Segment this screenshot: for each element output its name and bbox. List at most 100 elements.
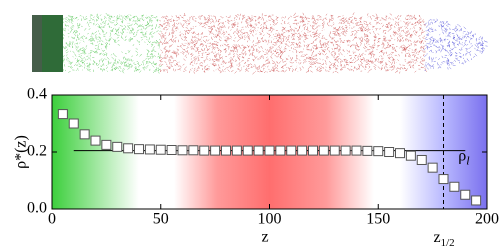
molecule [115,62,116,64]
molecule [113,29,114,30]
molecule [255,57,256,59]
molecule [281,47,282,48]
molecule [215,35,217,37]
molecule [181,25,183,27]
molecule [193,37,195,38]
molecule [303,49,304,50]
molecule [452,49,454,50]
molecule [377,61,379,63]
molecule [150,17,152,19]
molecule [139,71,141,73]
molecule [318,63,319,64]
molecule [399,64,401,66]
molecule [393,31,394,33]
molecule [149,25,150,27]
molecule [143,60,145,61]
molecule [71,62,72,63]
molecule [232,51,233,52]
molecule [169,68,170,69]
molecule [317,15,319,16]
molecule [291,37,292,38]
marker-sub: 1/2 [441,237,455,249]
molecule [147,25,148,26]
molecule [443,32,444,34]
molecule [255,66,256,67]
molecule [337,72,338,73]
molecule [120,67,122,69]
molecule [374,66,376,68]
molecule [401,67,403,69]
molecule [339,58,341,60]
molecule [418,35,420,36]
data-point [309,146,318,155]
molecule [438,50,439,51]
molecule [366,26,367,27]
molecule [180,45,181,46]
molecule [118,35,119,36]
molecule [320,19,321,20]
molecule [269,47,270,48]
molecule [244,15,245,17]
molecule [63,55,64,57]
molecule [373,27,375,28]
molecule [391,63,392,65]
molecule [394,26,395,28]
molecule [276,22,278,24]
molecule [353,13,354,15]
molecule [189,17,191,18]
molecule [354,57,355,59]
molecule [120,25,122,26]
molecule [71,29,72,31]
molecule [263,68,265,69]
molecule [194,72,195,74]
molecule [194,68,195,69]
molecule [274,22,276,24]
molecule [186,56,187,57]
molecule [111,54,112,55]
molecule [237,40,239,42]
molecule [268,69,269,70]
molecule [103,55,104,56]
molecule [102,27,104,28]
molecule [414,51,416,52]
molecule [477,45,478,46]
molecule [416,45,417,46]
molecule [191,58,192,59]
molecule [298,22,299,23]
molecule [467,44,468,45]
molecule [333,67,334,68]
molecule [194,43,196,44]
molecule [418,54,419,55]
molecule [78,27,80,28]
molecule [193,26,194,27]
molecule [320,58,321,59]
marker-label: z1/2 [434,229,455,249]
molecule [346,31,348,32]
molecule [243,15,244,16]
molecule [290,44,292,45]
data-point [352,146,361,155]
molecule [290,57,291,59]
molecule [425,41,426,42]
molecule [360,39,362,40]
molecule [301,52,303,53]
molecule [317,67,318,69]
molecule [68,46,70,47]
molecule [292,62,294,63]
molecule [183,34,184,35]
molecule [470,54,471,56]
molecule [166,64,167,66]
molecule [178,49,179,51]
molecule [457,24,458,25]
molecule [398,19,399,20]
molecule [95,52,96,53]
molecule [301,21,303,22]
molecule [141,29,142,31]
molecule [355,33,356,35]
molecule [159,64,161,66]
molecule [318,69,320,71]
molecule [446,25,448,27]
molecule [100,15,101,16]
molecule [121,15,122,16]
molecule [259,52,261,53]
